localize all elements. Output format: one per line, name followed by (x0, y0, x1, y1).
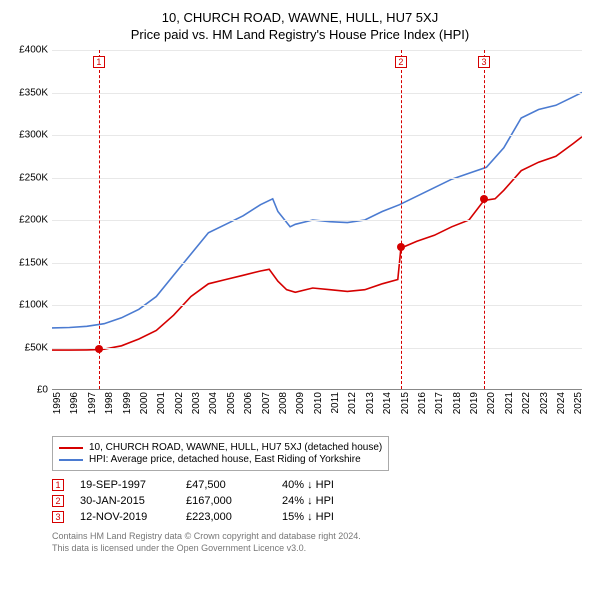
legend-label: HPI: Average price, detached house, East… (89, 454, 361, 465)
x-tick-label: 1995 (52, 392, 63, 414)
event-dot (397, 243, 405, 251)
x-tick-label: 2022 (521, 392, 532, 414)
y-tick-label: £350K (19, 87, 48, 98)
x-tick-label: 2021 (504, 392, 515, 414)
x-tick-label: 2011 (330, 392, 341, 414)
y-tick-label: £100K (19, 300, 48, 311)
gridline (52, 348, 582, 349)
x-tick-label: 2019 (469, 392, 480, 414)
x-tick-label: 2001 (156, 392, 167, 414)
event-date: 19-SEP-1997 (80, 479, 170, 491)
x-tick-label: 1998 (104, 392, 115, 414)
event-hpi-diff: 15% ↓ HPI (282, 511, 334, 523)
y-tick-label: £400K (19, 45, 48, 56)
x-tick-label: 2004 (208, 392, 219, 414)
gridline (52, 93, 582, 94)
legend-label: 10, CHURCH ROAD, WAWNE, HULL, HU7 5XJ (d… (89, 442, 382, 453)
event-marker: 1 (93, 56, 105, 68)
event-dot (480, 195, 488, 203)
x-tick-label: 2020 (486, 392, 497, 414)
y-tick-label: £250K (19, 172, 48, 183)
event-price: £167,000 (186, 495, 266, 507)
footer-attribution: Contains HM Land Registry data © Crown c… (52, 531, 588, 554)
event-date: 12-NOV-2019 (80, 511, 170, 523)
event-price: £223,000 (186, 511, 266, 523)
gridline (52, 220, 582, 221)
gridline (52, 178, 582, 179)
chart-container: 10, CHURCH ROAD, WAWNE, HULL, HU7 5XJ Pr… (0, 0, 600, 562)
legend-swatch (59, 459, 83, 461)
y-tick-label: £0 (37, 385, 48, 396)
x-tick-label: 2008 (278, 392, 289, 414)
legend-swatch (59, 447, 83, 449)
x-tick-label: 2018 (452, 392, 463, 414)
event-date: 30-JAN-2015 (80, 495, 170, 507)
event-row: 3 12-NOV-2019 £223,000 15% ↓ HPI (52, 511, 588, 523)
event-row: 1 19-SEP-1997 £47,500 40% ↓ HPI (52, 479, 588, 491)
y-axis: £0£50K£100K£150K£200K£250K£300K£350K£400… (12, 50, 50, 389)
x-tick-label: 2013 (365, 392, 376, 414)
x-tick-label: 2002 (174, 392, 185, 414)
event-marker: 2 (395, 56, 407, 68)
legend-row: 10, CHURCH ROAD, WAWNE, HULL, HU7 5XJ (d… (59, 442, 382, 453)
x-tick-label: 2014 (382, 392, 393, 414)
x-tick-label: 2007 (261, 392, 272, 414)
gridline (52, 305, 582, 306)
x-tick-label: 2024 (556, 392, 567, 414)
x-tick-label: 2000 (139, 392, 150, 414)
chart-subtitle: Price paid vs. HM Land Registry's House … (12, 27, 588, 42)
event-vline (99, 50, 100, 389)
y-tick-label: £50K (25, 342, 48, 353)
x-tick-label: 2006 (243, 392, 254, 414)
x-tick-label: 2003 (191, 392, 202, 414)
x-tick-label: 2005 (226, 392, 237, 414)
event-row: 2 30-JAN-2015 £167,000 24% ↓ HPI (52, 495, 588, 507)
y-tick-label: £300K (19, 130, 48, 141)
event-marker: 3 (478, 56, 490, 68)
x-tick-label: 2012 (347, 392, 358, 414)
event-dot (95, 345, 103, 353)
x-tick-label: 2015 (400, 392, 411, 414)
gridline (52, 135, 582, 136)
chart-title: 10, CHURCH ROAD, WAWNE, HULL, HU7 5XJ (12, 10, 588, 25)
y-tick-label: £200K (19, 215, 48, 226)
y-tick-label: £150K (19, 257, 48, 268)
x-tick-label: 1996 (69, 392, 80, 414)
x-tick-label: 2025 (573, 392, 584, 414)
x-tick-label: 2017 (434, 392, 445, 414)
legend-box: 10, CHURCH ROAD, WAWNE, HULL, HU7 5XJ (d… (52, 436, 389, 471)
x-tick-label: 2023 (539, 392, 550, 414)
gridline (52, 263, 582, 264)
event-price: £47,500 (186, 479, 266, 491)
event-hpi-diff: 24% ↓ HPI (282, 495, 334, 507)
event-row-marker: 1 (52, 479, 64, 491)
event-vline (401, 50, 402, 389)
gridline (52, 50, 582, 51)
x-tick-label: 2009 (295, 392, 306, 414)
series-line-property (52, 137, 582, 350)
event-hpi-diff: 40% ↓ HPI (282, 479, 334, 491)
x-tick-label: 1999 (122, 392, 133, 414)
event-row-marker: 3 (52, 511, 64, 523)
legend-row: HPI: Average price, detached house, East… (59, 454, 382, 465)
x-tick-label: 2016 (417, 392, 428, 414)
chart-plot-area: £0£50K£100K£150K£200K£250K£300K£350K£400… (52, 50, 582, 390)
footer-line-1: Contains HM Land Registry data © Crown c… (52, 531, 588, 543)
footer-line-2: This data is licensed under the Open Gov… (52, 543, 588, 555)
x-tick-label: 2010 (313, 392, 324, 414)
event-row-marker: 2 (52, 495, 64, 507)
event-vline (484, 50, 485, 389)
x-tick-label: 1997 (87, 392, 98, 414)
x-axis: 1995 1996 1997 1998 1999 2000 2001 2002 2003 2004… (52, 390, 582, 426)
series-line-hpi (52, 93, 582, 328)
events-table: 1 19-SEP-1997 £47,500 40% ↓ HPI 2 30-JAN-2015… (52, 479, 588, 523)
